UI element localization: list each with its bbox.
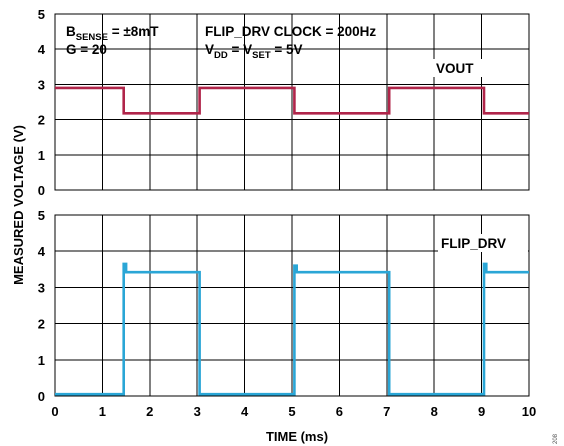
x-tick-label: 3	[194, 404, 201, 419]
y-tick-label: 2	[38, 113, 45, 128]
x-tick-label: 5	[288, 404, 295, 419]
vdd-annotation: VDD = VSET = 5V	[205, 42, 303, 61]
y-tick-label: 2	[38, 317, 45, 332]
y-tick-label: 0	[38, 183, 45, 198]
gain-annotation: G = 20	[66, 42, 107, 57]
top-panel-series	[55, 86, 529, 115]
y-axis-label: MEASURED VOLTAGE (V)	[11, 125, 26, 285]
figure-id: 208	[553, 433, 559, 444]
top-panel-y-ticks: 0 1 2 3 4 5	[38, 7, 46, 198]
x-tick-label: 7	[383, 404, 390, 419]
flipdrv-series-label: FLIP_DRV	[441, 236, 506, 251]
y-tick-label: 3	[38, 280, 45, 295]
y-tick-label: 4	[38, 244, 46, 259]
vout-label-bg	[431, 59, 487, 77]
bottom-panel-grid	[55, 215, 529, 396]
bottom-panel-series	[55, 262, 529, 396]
x-tick-label: 2	[146, 404, 153, 419]
flipdrv-label-bg	[438, 234, 528, 252]
x-tick-label: 8	[431, 404, 438, 419]
x-tick-label: 1	[99, 404, 106, 419]
x-tick-label: 9	[478, 404, 485, 419]
y-tick-label: 1	[38, 148, 45, 163]
vout-series-label: VOUT	[436, 61, 474, 76]
x-axis-label: TIME (ms)	[266, 429, 328, 444]
clock-annotation: FLIP_DRV CLOCK = 200Hz	[205, 24, 376, 39]
bsense-annotation: BSENSE = ±8mT	[66, 24, 159, 43]
y-tick-label: 3	[38, 77, 45, 92]
bottom-panel-y-ticks: 0 1 2 3 4 5	[38, 208, 46, 404]
y-tick-label: 1	[38, 353, 45, 368]
x-tick-label: 4	[241, 404, 249, 419]
y-tick-label: 5	[38, 7, 45, 22]
series-line-flip-drv	[55, 262, 529, 396]
y-tick-label: 4	[38, 42, 46, 57]
series-line-vout	[55, 86, 529, 115]
y-tick-label: 5	[38, 208, 45, 223]
y-tick-label: 0	[38, 389, 45, 404]
x-tick-label: 0	[51, 404, 58, 419]
x-axis-ticks: 0 1 2 3 4 5 6 7 8 9 10	[51, 404, 536, 419]
x-tick-label: 6	[336, 404, 343, 419]
x-tick-label: 10	[522, 404, 536, 419]
top-panel-grid	[55, 14, 529, 190]
